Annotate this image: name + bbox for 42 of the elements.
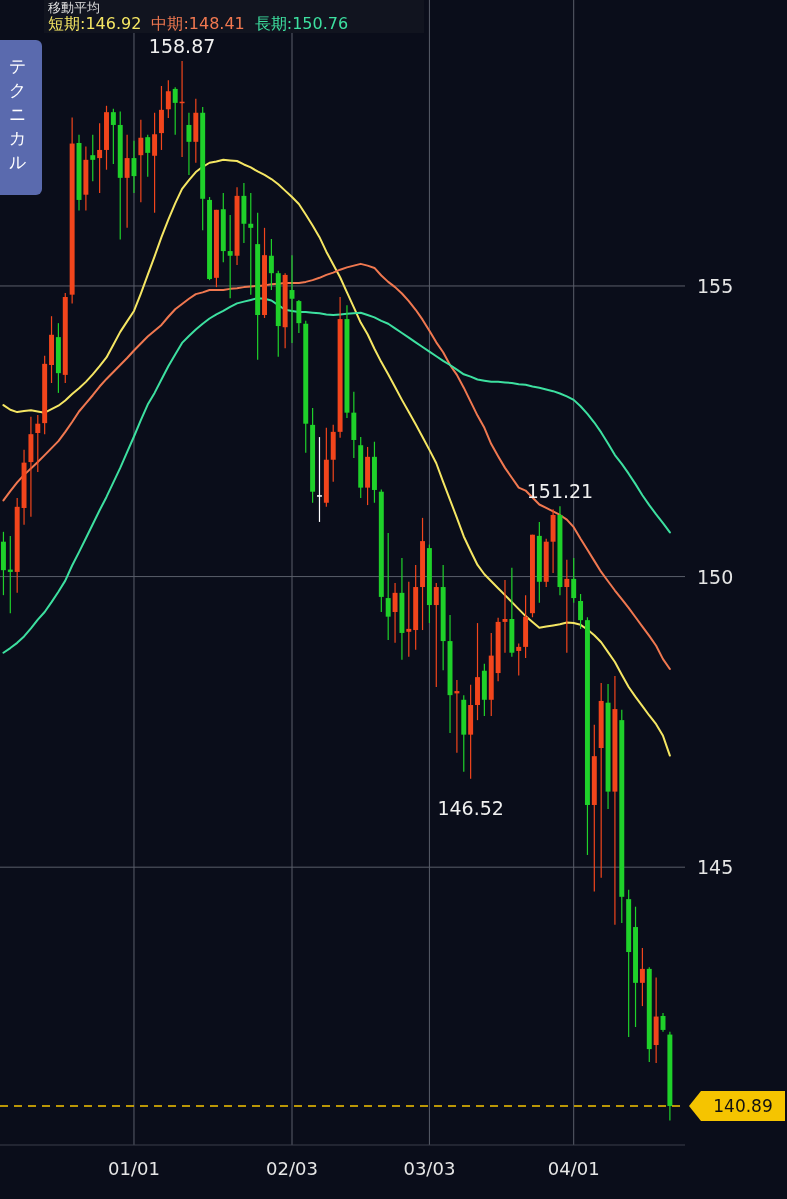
candlestick xyxy=(385,532,391,641)
price-tag: 140.89 xyxy=(689,1091,785,1122)
x-tick-label: 04/01 xyxy=(547,1158,600,1179)
candlestick xyxy=(152,112,158,214)
annotation: 158.87 xyxy=(148,35,216,58)
candlestick xyxy=(97,122,103,194)
candlestick xyxy=(186,112,192,176)
candlestick xyxy=(158,85,164,151)
candlestick xyxy=(516,642,522,676)
ref-line-label: 140.89 xyxy=(713,1096,773,1117)
candlestick xyxy=(578,593,584,630)
y-tick-label: 155 xyxy=(697,274,734,297)
candlestick xyxy=(296,299,302,334)
annotation: 151.21 xyxy=(526,480,594,503)
candlestick xyxy=(564,559,570,654)
candlestick xyxy=(248,192,254,296)
candlestick xyxy=(392,582,398,644)
legend: 移動平均 短期:146.92 中期:148.41 長期:150.76 xyxy=(44,0,424,33)
candlestick xyxy=(138,119,144,203)
candlestick xyxy=(571,557,577,604)
legend-title: 移動平均 xyxy=(48,0,100,15)
y-tick-label: 150 xyxy=(697,565,734,588)
candlestick xyxy=(172,86,178,136)
candlestick xyxy=(406,581,412,658)
x-tick-label: 03/03 xyxy=(403,1158,456,1179)
candlestick xyxy=(124,134,130,229)
candlestick xyxy=(433,582,439,688)
annotation: テクニカル xyxy=(8,56,26,172)
candlestick xyxy=(145,134,151,178)
candlestick xyxy=(639,947,645,1007)
annotation: 146.52 xyxy=(437,797,504,820)
y-tick-label: 145 xyxy=(697,856,734,879)
candlestick xyxy=(35,414,41,473)
x-tick-label: 02/03 xyxy=(266,1158,318,1179)
candlestick xyxy=(227,214,233,299)
x-tick-label: 01/01 xyxy=(108,1158,160,1179)
candlestick xyxy=(268,238,274,291)
tab: テクニカル xyxy=(0,40,42,195)
candlestick xyxy=(90,134,96,182)
candlestick xyxy=(165,79,171,119)
candlestick xyxy=(317,436,322,523)
candlestick xyxy=(110,108,116,165)
